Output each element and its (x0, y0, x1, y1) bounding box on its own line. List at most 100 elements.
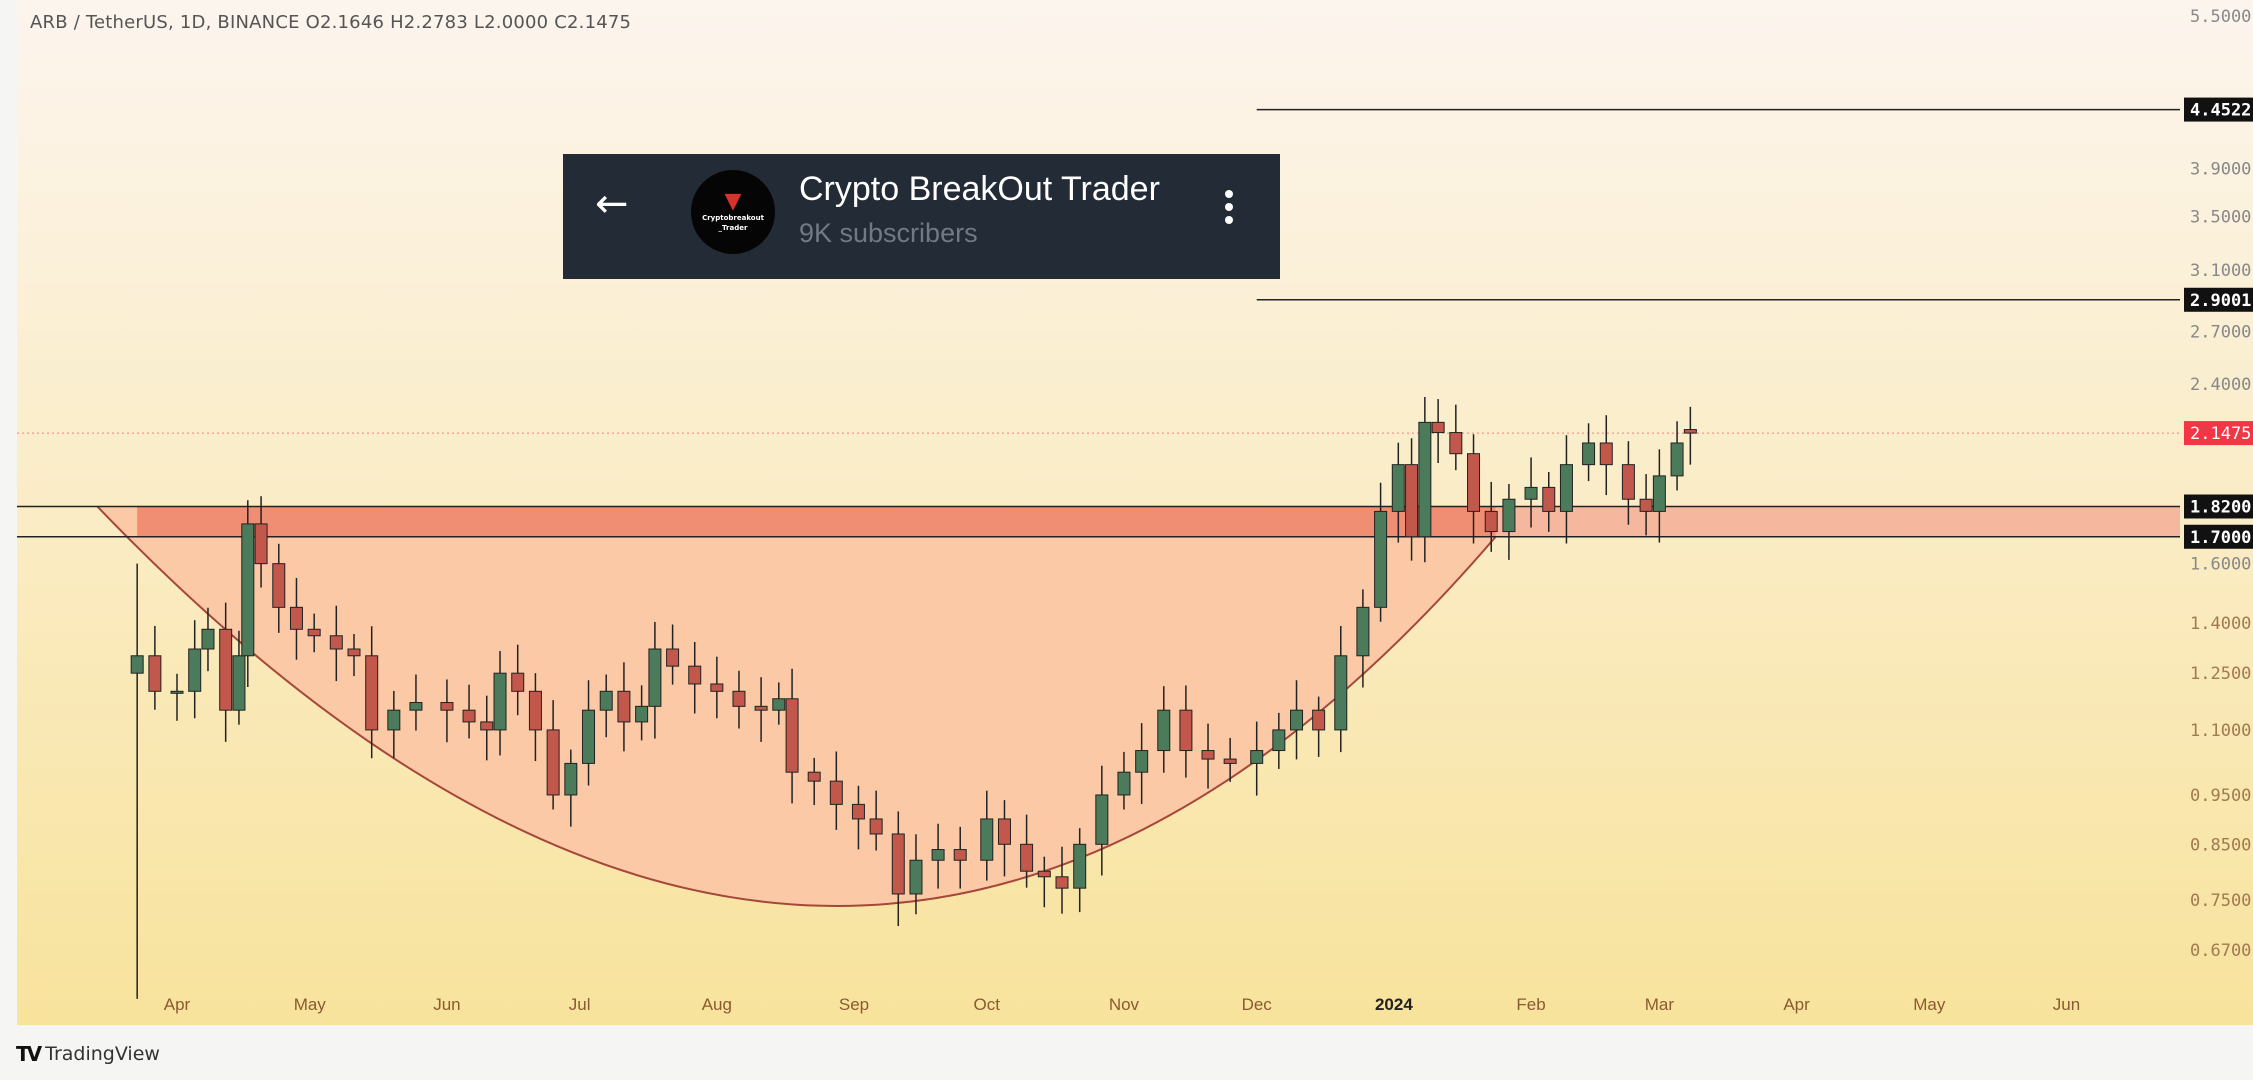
candle (635, 685, 649, 741)
channel-name: Crypto BreakOut Trader (799, 170, 1160, 208)
candle-body (1621, 464, 1635, 500)
candle-body (201, 628, 215, 650)
candle-body (188, 648, 202, 692)
candle-body (1599, 442, 1613, 466)
candle (1599, 415, 1613, 496)
candle (648, 621, 662, 739)
telegram-channel-header: ← ▼ Cryptobreakout _Trader Crypto BreakO… (563, 154, 1280, 279)
y-tick-label: 1.6000 (2190, 555, 2251, 575)
candle (365, 626, 379, 759)
candle-body (493, 672, 507, 731)
arrow-left-icon[interactable]: ← (595, 181, 629, 227)
candle (440, 679, 454, 743)
candle (1037, 856, 1051, 908)
candle-body (732, 690, 746, 707)
y-tick-label: 3.9000 (2190, 159, 2251, 179)
candle-body (1683, 429, 1697, 434)
candle (1418, 397, 1432, 563)
level-price-label: 4.4522 (2190, 101, 2251, 121)
candle-body (130, 655, 144, 674)
candle (688, 641, 702, 714)
candle (1502, 484, 1516, 560)
channel-avatar[interactable]: ▼ Cryptobreakout _Trader (691, 170, 775, 254)
last-price-tag (2184, 421, 2253, 446)
candle (953, 826, 967, 889)
candle-body (254, 523, 268, 565)
candle-body (1312, 709, 1326, 731)
candle-body (329, 635, 343, 650)
candle-body (480, 721, 494, 731)
level-price-tag (2184, 524, 2253, 549)
brand-name[interactable]: TradingView (45, 1043, 160, 1065)
tradingview-logo-icon: TV (16, 1042, 42, 1066)
avatar-text: Cryptobreakout _Trader (702, 214, 764, 232)
candle-body (232, 655, 246, 711)
candle (347, 634, 361, 677)
candle (1312, 696, 1326, 757)
candle-body (953, 849, 967, 861)
candle (1290, 680, 1304, 760)
candle (599, 674, 613, 738)
candle (387, 690, 401, 759)
candle (511, 644, 525, 716)
candle (1095, 765, 1109, 876)
candle (1405, 438, 1419, 561)
candle-body (1582, 442, 1596, 466)
x-tick-label: Jun (433, 995, 460, 1014)
candle (732, 670, 746, 729)
candle (931, 823, 945, 889)
candle (1356, 589, 1370, 688)
candle-body (1639, 498, 1653, 512)
candle-body (241, 523, 255, 657)
candle-body (1073, 843, 1087, 889)
candle (272, 543, 286, 633)
candle (528, 673, 542, 762)
candle-body (869, 818, 883, 835)
candle-body (1223, 758, 1237, 764)
candle (1073, 828, 1087, 913)
candle (1559, 435, 1573, 544)
candle (148, 625, 162, 710)
x-tick-label: Sep (839, 995, 869, 1014)
candle-body (1201, 750, 1215, 760)
candle (980, 790, 994, 881)
last-price-label: 2.1475 (2190, 424, 2251, 444)
candle-body (1524, 486, 1538, 500)
candle (1484, 481, 1498, 552)
resistance-zone (137, 506, 1496, 537)
candle (1179, 685, 1193, 778)
candle (1391, 442, 1405, 543)
subscriber-count: 9K subscribers (799, 218, 978, 248)
level-price-label: 2.9001 (2190, 291, 2251, 311)
candle-body (409, 702, 423, 711)
x-tick-label: Apr (164, 995, 191, 1014)
candle-body (307, 628, 321, 637)
candle-body (1374, 510, 1388, 608)
candle-body (1418, 421, 1432, 538)
y-tick-label: 5.5000 (2190, 7, 2251, 27)
candle-body (219, 628, 233, 711)
candle-body (564, 762, 578, 796)
candle (409, 674, 423, 731)
x-tick-label: Apr (1783, 995, 1810, 1014)
level-price-tag (2184, 97, 2253, 122)
candle-body (347, 648, 361, 657)
more-vertical-icon[interactable] (1225, 190, 1233, 224)
candle (1020, 814, 1034, 888)
candle-body (1095, 794, 1109, 845)
candle-body (710, 683, 724, 692)
candle-body (829, 780, 843, 805)
candle-body (1037, 870, 1051, 878)
candle (130, 563, 144, 999)
candle-body (462, 709, 476, 723)
candle (188, 620, 202, 719)
candle (772, 682, 786, 725)
symbol-info: ARB / TetherUS, 1D, BINANCE O2.1646 H2.2… (30, 12, 632, 33)
candle-body (617, 690, 631, 723)
candle-body (1272, 729, 1286, 752)
candle (201, 607, 215, 672)
candle (1542, 471, 1556, 532)
candle-body (1484, 510, 1498, 533)
x-tick-label: 2024 (1375, 995, 1413, 1014)
candle (493, 651, 507, 756)
